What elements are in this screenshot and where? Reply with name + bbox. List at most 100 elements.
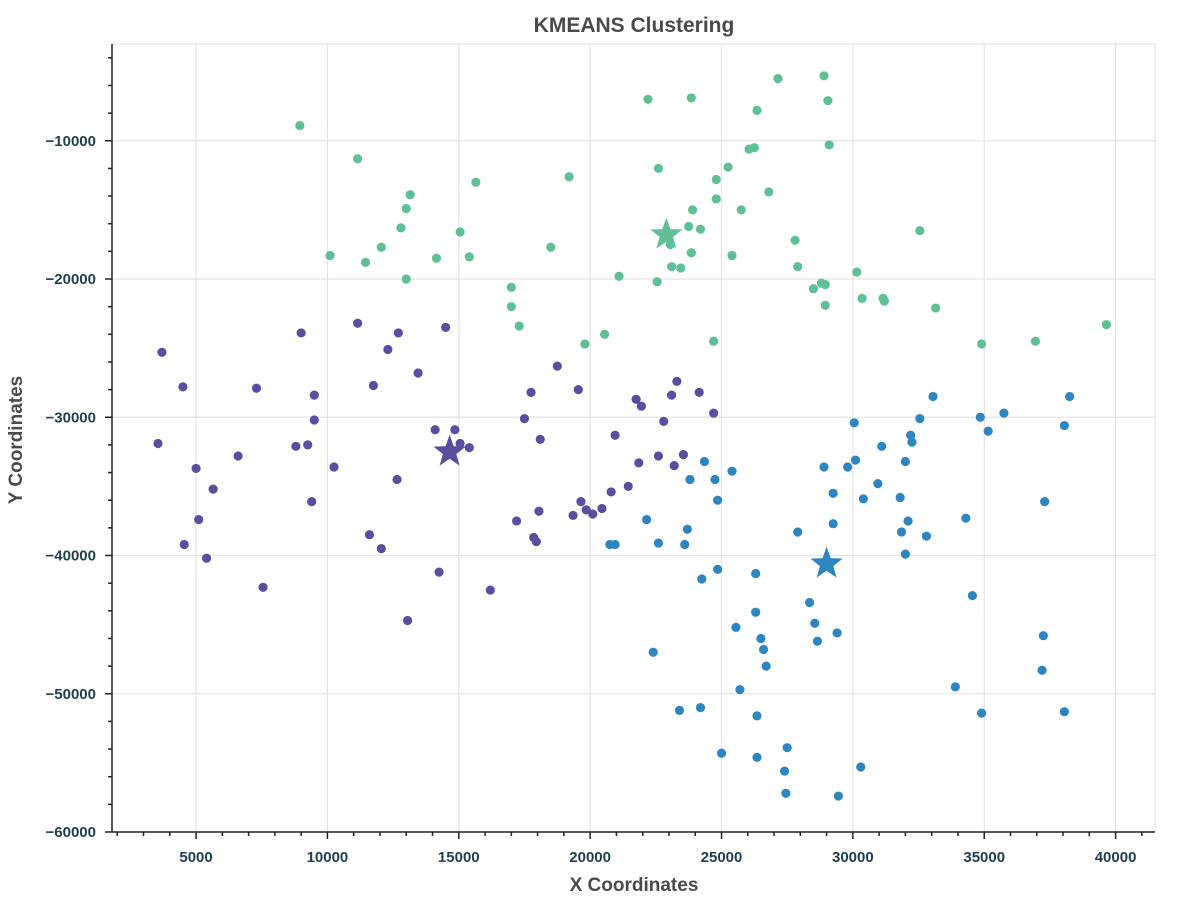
cluster-2-point xyxy=(464,443,474,453)
cluster-1-point xyxy=(1030,336,1041,346)
cluster-3-point xyxy=(793,527,803,537)
cluster-1-point xyxy=(695,224,706,234)
cluster-2-point xyxy=(392,474,402,485)
cluster-3-point xyxy=(896,527,907,537)
cluster-3-point xyxy=(804,597,815,608)
cluster-1-point xyxy=(455,227,465,237)
cluster-3-point xyxy=(812,636,823,646)
y-tick-label: −60000 xyxy=(46,824,96,841)
cluster-2-point xyxy=(623,481,633,491)
cluster-3-point xyxy=(983,426,993,436)
cluster-3-point xyxy=(950,682,960,692)
cluster-2-point xyxy=(511,516,522,526)
cluster-1-point xyxy=(711,174,721,185)
cluster-2-point xyxy=(659,416,669,427)
cluster-1-point xyxy=(506,282,516,292)
cluster-3-point xyxy=(761,661,771,671)
cluster-3-point xyxy=(1040,496,1050,507)
cluster-1-point xyxy=(325,250,335,261)
cluster-2-point xyxy=(368,380,379,391)
cluster-1-point xyxy=(506,302,516,312)
cluster-3-point xyxy=(900,456,911,467)
cluster-2-point xyxy=(291,441,301,451)
cluster-3-point xyxy=(648,647,658,657)
cluster-3-point xyxy=(758,644,769,655)
cluster-1-point xyxy=(653,163,664,174)
cluster-2-point xyxy=(307,496,317,507)
cluster-3-point xyxy=(751,568,761,579)
cluster-1-point xyxy=(686,93,696,103)
cluster-1-point xyxy=(295,120,305,131)
x-tick-label: 40000 xyxy=(1095,849,1137,866)
x-tick-label: 25000 xyxy=(701,849,743,866)
cluster-3-point xyxy=(895,492,905,503)
cluster-3-point xyxy=(781,788,791,798)
cluster-3-point xyxy=(752,752,762,762)
cluster-1-point xyxy=(688,205,698,215)
cluster-2-point xyxy=(402,615,413,626)
cluster-2-point xyxy=(309,390,319,400)
cluster-1-point xyxy=(852,267,862,277)
cluster-1-point xyxy=(405,190,415,200)
cluster-2-point xyxy=(631,394,641,404)
cluster-1-point xyxy=(764,187,774,197)
cluster-3-point xyxy=(712,564,723,574)
grid xyxy=(112,43,1156,832)
cluster-2-point xyxy=(531,537,541,547)
cluster-2-point xyxy=(450,425,460,435)
cluster-2-point xyxy=(179,539,189,550)
cluster-2-point xyxy=(678,449,689,460)
cluster-3-point xyxy=(906,430,916,440)
cluster-1-point xyxy=(820,279,830,290)
cluster-centroids xyxy=(433,217,843,578)
cluster-3-point xyxy=(915,414,925,424)
cluster-1-point xyxy=(709,336,719,346)
cluster-3-point xyxy=(731,622,741,632)
cluster-1-point xyxy=(790,235,800,245)
x-tick-label: 35000 xyxy=(963,849,1005,866)
cluster-3-point xyxy=(977,708,987,718)
cluster-2-point xyxy=(552,361,562,371)
cluster-3-point xyxy=(858,494,868,504)
cluster-2-point xyxy=(364,530,375,540)
cluster-2-point xyxy=(296,328,306,338)
cluster-3-point xyxy=(674,705,685,715)
cluster-3-point xyxy=(828,519,838,529)
cluster-2-point xyxy=(441,322,451,333)
cluster-1-point xyxy=(824,140,834,150)
cluster-2-point xyxy=(526,387,536,397)
cluster-1-point xyxy=(977,339,987,349)
cluster-3-point xyxy=(697,574,707,584)
cluster-1-point xyxy=(1101,320,1111,330)
cluster-3-point xyxy=(999,408,1009,418)
cluster-2-point xyxy=(709,408,719,418)
cluster-1-point xyxy=(879,296,889,306)
cluster-2-point xyxy=(194,514,204,525)
y-tick-label: −20000 xyxy=(46,271,96,288)
cluster-3-point xyxy=(685,474,695,485)
cluster-3-point xyxy=(810,618,820,628)
cluster-2-point xyxy=(393,328,403,338)
x-tick-label: 20000 xyxy=(569,849,611,866)
cluster-1-point xyxy=(614,271,624,281)
cluster-3-point xyxy=(710,474,720,485)
cluster-3-point xyxy=(1059,707,1069,717)
cluster-1-point xyxy=(857,293,867,303)
cluster-3-centroid-star xyxy=(810,546,843,578)
cluster-2-point xyxy=(634,458,644,468)
cluster-3-point xyxy=(735,685,745,695)
cluster-1-point xyxy=(676,263,686,273)
y-axis-label: Y Coordinates xyxy=(6,376,27,504)
cluster-2-point xyxy=(636,401,646,411)
cluster-3-point xyxy=(849,418,859,428)
cluster-1-point xyxy=(360,257,371,268)
cluster-2-point xyxy=(376,543,386,554)
cluster-3-point xyxy=(782,743,792,753)
cluster-1-point xyxy=(723,162,733,172)
cluster-2-point xyxy=(201,553,212,563)
cluster-1-point xyxy=(401,274,411,284)
cluster-3-point xyxy=(856,762,866,772)
cluster-1-point xyxy=(773,73,783,84)
cluster-3-point xyxy=(712,495,723,505)
cluster-3-point xyxy=(828,488,838,498)
